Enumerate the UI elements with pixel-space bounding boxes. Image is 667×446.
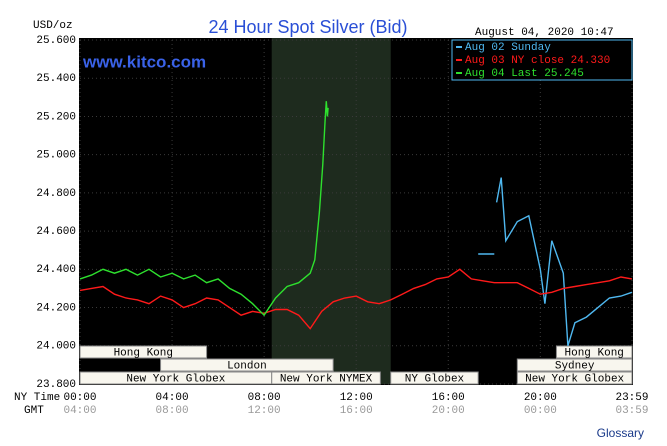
x-tick-label: 08:00 [248,392,281,404]
legend-label: Aug 02 Sunday [465,42,551,54]
session-box [516,358,633,372]
session-box [390,371,479,385]
session-label: Sydney [555,360,595,372]
session-box [516,371,633,385]
x2-tick-label: 20:00 [432,405,465,417]
x-tick-label: 04:00 [156,392,189,404]
session-box [271,371,381,385]
session-label: Hong Kong [565,347,624,359]
y-tick-label: 25.000 [36,150,76,162]
series-line [478,177,633,347]
y-tick-label: 23.800 [36,379,76,391]
chart-title: 24 Hour Spot Silver (Bid) [208,17,407,37]
session-label: Hong Kong [114,347,173,359]
series-line [79,101,329,317]
session-label: London [227,360,267,372]
x2-tick-label: 04:00 [63,405,96,417]
session-shade [271,38,391,384]
y-tick-label: 24.000 [36,341,76,353]
x-tick-label: 16:00 [432,392,465,404]
x2-tick-label: 08:00 [156,405,189,417]
unit-label: USD/oz [33,20,73,32]
x-tick-label: 00:00 [63,392,96,404]
x2-tick-label: 03:59 [615,405,648,417]
x2-tick-label: 00:00 [524,405,557,417]
session-box [79,345,208,359]
y-tick-label: 25.600 [36,35,76,47]
x2-tick-label: 12:00 [248,405,281,417]
x-axis-label: NY Time [14,392,60,404]
session-box [555,345,633,359]
y-tick-label: 25.400 [36,73,76,85]
x2-axis-label: GMT [24,405,44,417]
legend-box [451,39,633,81]
y-tick-label: 24.400 [36,264,76,276]
session-label: New York NYMEX [280,373,373,385]
session-label: New York Globex [525,373,624,385]
glossary-link[interactable]: Glossary [597,426,644,440]
x2-tick-label: 16:00 [340,405,373,417]
y-tick-label: 25.200 [36,111,76,123]
x-tick-label: 20:00 [524,392,557,404]
y-tick-label: 24.600 [36,226,76,238]
series-line [79,268,633,330]
x-tick-label: 12:00 [340,392,373,404]
session-label: NY Globex [405,373,465,385]
session-box [160,358,334,372]
legend-label: Aug 03 NY close 24.330 [465,55,610,67]
y-tick-label: 24.800 [36,188,76,200]
legend-label: Aug 04 Last 25.245 [465,68,584,80]
watermark: www.kitco.com [82,52,206,71]
timestamp: August 04, 2020 10:47 [475,27,614,39]
y-tick-label: 24.200 [36,302,76,314]
x-tick-label: 23:59 [615,392,648,404]
session-label: New York Globex [126,373,225,385]
